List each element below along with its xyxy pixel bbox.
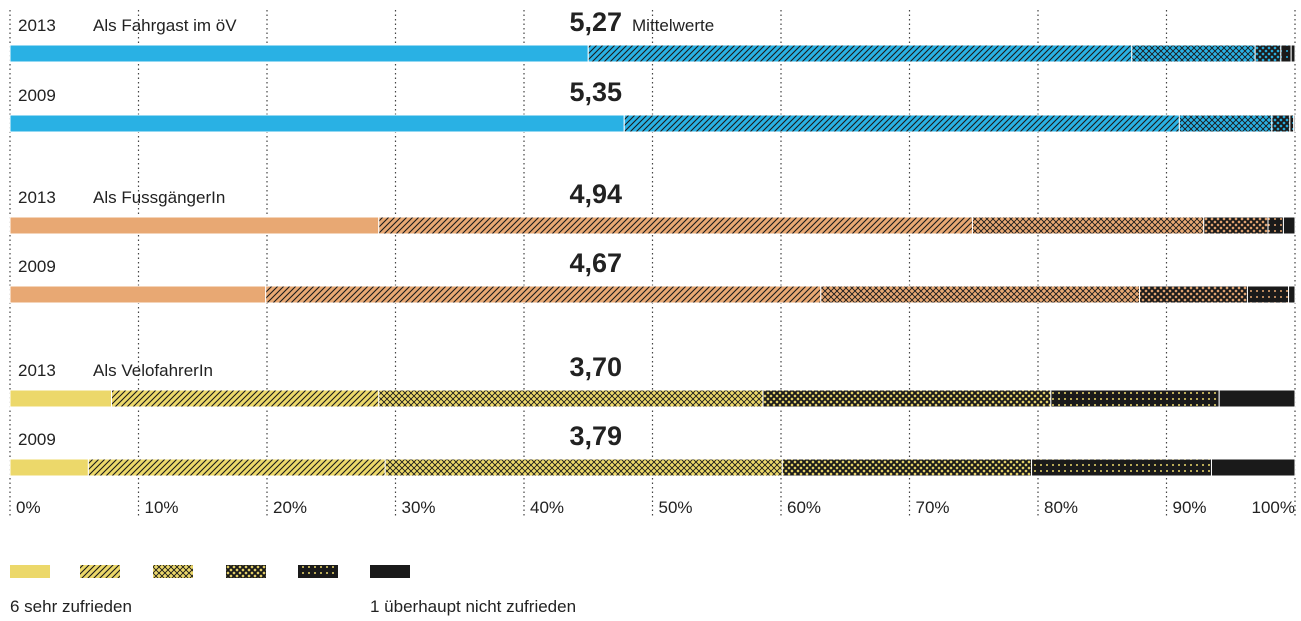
bar-segment (384, 458, 783, 477)
mean-label: 3,70 (569, 352, 622, 382)
legend-first: 6 sehr zufrieden (10, 597, 132, 616)
bar-segment (9, 389, 113, 408)
mean-label: 3,79 (569, 421, 622, 451)
x-tick-label: 100% (1252, 498, 1295, 517)
bar-segment (9, 458, 89, 477)
bar-segment (1218, 389, 1296, 408)
bar-segment (623, 114, 1180, 133)
bar-segment (1050, 389, 1220, 408)
bar-segment (9, 44, 589, 63)
legend-swatch (226, 565, 266, 578)
bar-segment (1293, 114, 1296, 133)
bar-segment (111, 389, 380, 408)
legend-swatch (10, 565, 50, 578)
bar-segment (378, 389, 764, 408)
bar-segment (1267, 216, 1284, 235)
bar-segment (1254, 44, 1282, 63)
x-tick-label: 20% (273, 498, 307, 517)
x-tick-label: 80% (1044, 498, 1078, 517)
bar-segment (1131, 44, 1256, 63)
x-tick-label: 60% (787, 498, 821, 517)
legend-swatch (370, 565, 410, 578)
year-label: 2009 (18, 86, 56, 105)
group-label: Als VelofahrerIn (93, 361, 213, 380)
bar-segment (781, 458, 1033, 477)
year-label: 2009 (18, 257, 56, 276)
bar-segment (87, 458, 386, 477)
bar-segment (820, 285, 1141, 304)
mean-label: 5,35 (569, 77, 622, 107)
x-tick-label: 30% (402, 498, 436, 517)
bar-segment (9, 285, 267, 304)
bar-segment (1203, 216, 1269, 235)
legend-swatch (80, 565, 120, 578)
bar-segment (1178, 114, 1273, 133)
bar-segment (9, 114, 625, 133)
x-tick-label: 40% (530, 498, 564, 517)
bar-segment (9, 216, 380, 235)
bar-segment (971, 216, 1205, 235)
bar-segment (1271, 114, 1291, 133)
x-tick-label: 90% (1173, 498, 1207, 517)
mean-label: 4,67 (569, 248, 622, 278)
x-tick-label: 70% (916, 498, 950, 517)
group-label: Als Fahrgast im öV (93, 16, 237, 35)
mean-label: 5,27 (569, 7, 622, 37)
legend-swatch (153, 565, 193, 578)
year-label: 2013 (18, 16, 56, 35)
bar-segment (1139, 285, 1248, 304)
legend-swatch (298, 565, 338, 578)
bar-segment (1288, 285, 1296, 304)
bar-segment (1210, 458, 1296, 477)
bar-segment (1031, 458, 1212, 477)
bar-segment (1289, 114, 1295, 133)
x-tick-label: 10% (145, 498, 179, 517)
year-label: 2009 (18, 430, 56, 449)
bar-segment (378, 216, 973, 235)
bar-segment (265, 285, 822, 304)
mean-label: 4,94 (569, 179, 622, 209)
group-label: Als FussgängerIn (93, 188, 225, 207)
x-tick-label: 0% (16, 498, 41, 517)
mean-title: Mittelwerte (632, 16, 714, 35)
x-tick-label: 50% (659, 498, 693, 517)
bar-segment (1290, 44, 1296, 63)
bar-segment (587, 44, 1133, 63)
bar-segment (1280, 44, 1292, 63)
year-label: 2013 (18, 361, 56, 380)
bar-segment (1282, 216, 1296, 235)
bar-segment (762, 389, 1052, 408)
year-label: 2013 (18, 188, 56, 207)
bar-segment (1246, 285, 1290, 304)
legend-last: 1 überhaupt nicht zufrieden (370, 597, 576, 616)
